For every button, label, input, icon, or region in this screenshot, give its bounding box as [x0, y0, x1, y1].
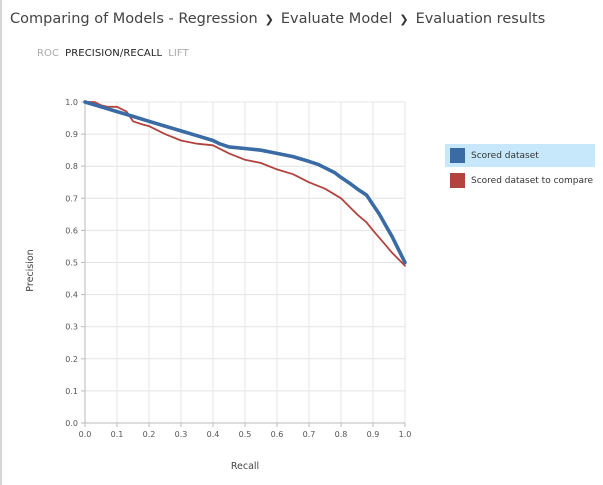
- y-tick-label: 1.0: [65, 98, 78, 107]
- series-line-scored-dataset: [83, 100, 407, 265]
- x-tick-label: 0.4: [207, 430, 220, 439]
- x-tick-label: 0.3: [175, 430, 188, 439]
- x-tick-label: 0.6: [271, 430, 284, 439]
- breadcrumb-item-current: Evaluation results: [415, 11, 546, 27]
- x-tick-label: 0.0: [79, 430, 92, 439]
- y-tick-label: 0.3: [65, 323, 78, 332]
- legend-item-scored-dataset[interactable]: Scored dataset: [445, 144, 595, 167]
- legend-label: Scored dataset: [471, 150, 539, 161]
- y-tick-label: 0.7: [65, 194, 78, 203]
- chart-tabs: ROC PRECISION/RECALL LIFT: [37, 48, 189, 59]
- y-tick-label: 0.2: [65, 355, 78, 364]
- y-tick-label: 0.9: [65, 130, 78, 139]
- breadcrumb-item-experiment[interactable]: Comparing of Models - Regression: [10, 11, 258, 27]
- series-line-scored-dataset-to-compare: [84, 101, 406, 267]
- window-left-border: [0, 0, 2, 485]
- x-tick-label: 1.0: [399, 430, 412, 439]
- x-tick-label: 0.8: [335, 430, 348, 439]
- x-tick-label: 0.2: [143, 430, 156, 439]
- y-tick-label: 0.4: [65, 291, 78, 300]
- x-tick-label: 0.7: [303, 430, 316, 439]
- legend-item-scored-dataset-to-compare[interactable]: Scored dataset to compare: [445, 169, 595, 192]
- breadcrumb-item-module[interactable]: Evaluate Model: [280, 11, 393, 27]
- legend-swatch-icon: [450, 148, 465, 163]
- breadcrumb: Comparing of Models - Regression ❯ Evalu…: [10, 8, 545, 30]
- y-tick-label: 0.0: [65, 419, 78, 428]
- breadcrumb-separator-icon: ❯: [264, 12, 274, 26]
- x-tick-label: 0.9: [367, 430, 380, 439]
- breadcrumb-separator-icon: ❯: [399, 12, 409, 26]
- y-tick-label: 0.1: [65, 387, 78, 396]
- legend-label: Scored dataset to compare: [471, 175, 594, 186]
- legend-swatch-icon: [450, 173, 465, 188]
- x-tick-label: 0.5: [239, 430, 252, 439]
- y-tick-label: 0.8: [65, 162, 78, 171]
- tab-roc[interactable]: ROC: [37, 48, 60, 59]
- x-axis-label: Recall: [231, 461, 259, 472]
- x-tick-label: 0.1: [111, 430, 124, 439]
- tab-precision-recall[interactable]: PRECISION/RECALL: [65, 48, 163, 59]
- y-tick-label: 0.6: [65, 226, 78, 235]
- tab-lift[interactable]: LIFT: [168, 48, 189, 59]
- y-tick-label: 0.5: [65, 259, 78, 268]
- chart-legend: Scored dataset Scored dataset to compare: [445, 144, 595, 194]
- y-axis-label: Precision: [25, 249, 36, 291]
